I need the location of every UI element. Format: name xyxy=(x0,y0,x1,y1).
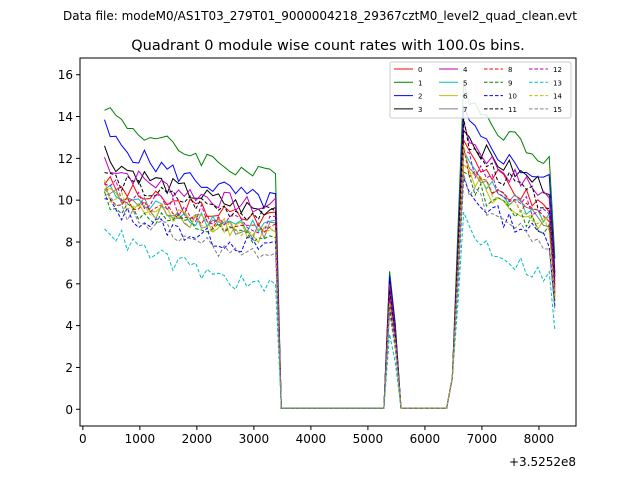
ticks-group: 0 1000 2000 3000 4000 5000 6000 7000 80000246810… xyxy=(58,68,554,446)
legend-label-14: 14 xyxy=(553,93,562,101)
series-line-13 xyxy=(104,211,556,409)
x-tick-label: 4000 xyxy=(296,432,327,446)
legend-label-10: 10 xyxy=(508,93,517,101)
plot-area xyxy=(80,58,576,426)
legend-label-1: 1 xyxy=(418,79,422,87)
legend-label-9: 9 xyxy=(508,79,512,87)
y-tick-label: 16 xyxy=(58,68,73,82)
x-tick-label: 3000 xyxy=(239,432,270,446)
legend-label-7: 7 xyxy=(463,106,467,114)
legend-label-13: 13 xyxy=(553,79,562,87)
x-offset-label: +3.5252e8 xyxy=(509,455,576,469)
chart-title: Quadrant 0 module wise count rates with … xyxy=(131,38,525,54)
legend-label-15: 15 xyxy=(553,106,562,114)
legend-label-0: 0 xyxy=(418,66,422,74)
plot-frame xyxy=(79,57,577,427)
y-tick-label: 2 xyxy=(65,361,73,375)
y-tick-label: 0 xyxy=(65,403,73,417)
y-tick-label: 14 xyxy=(58,110,73,124)
legend-label-6: 6 xyxy=(463,93,468,101)
legend-label-4: 4 xyxy=(463,66,468,74)
legend-label-8: 8 xyxy=(508,66,512,74)
x-tick-label: 5000 xyxy=(353,432,384,446)
x-tick-label: 0 xyxy=(79,432,87,446)
legend-label-5: 5 xyxy=(463,79,467,87)
y-tick-label: 4 xyxy=(65,319,73,333)
x-tick-label: 7000 xyxy=(467,432,498,446)
x-tick-label: 6000 xyxy=(410,432,441,446)
y-tick-label: 8 xyxy=(65,236,73,250)
y-tick-label: 12 xyxy=(58,152,73,166)
legend-box xyxy=(389,61,572,119)
y-tick-label: 10 xyxy=(58,194,73,208)
series-group xyxy=(104,81,556,409)
chart-suptitle: Data file: modeM0/AS1T03_279T01_90000042… xyxy=(63,9,577,23)
x-tick-label: 8000 xyxy=(524,432,555,446)
legend-label-12: 12 xyxy=(553,66,562,74)
legend-label-3: 3 xyxy=(418,106,422,114)
x-tick-label: 2000 xyxy=(182,432,213,446)
legend-label-11: 11 xyxy=(508,106,517,114)
y-tick-label: 6 xyxy=(65,277,73,291)
series-line-15 xyxy=(104,173,556,409)
series-line-8 xyxy=(104,147,556,409)
legend-label-2: 2 xyxy=(418,93,422,101)
x-tick-label: 1000 xyxy=(125,432,156,446)
